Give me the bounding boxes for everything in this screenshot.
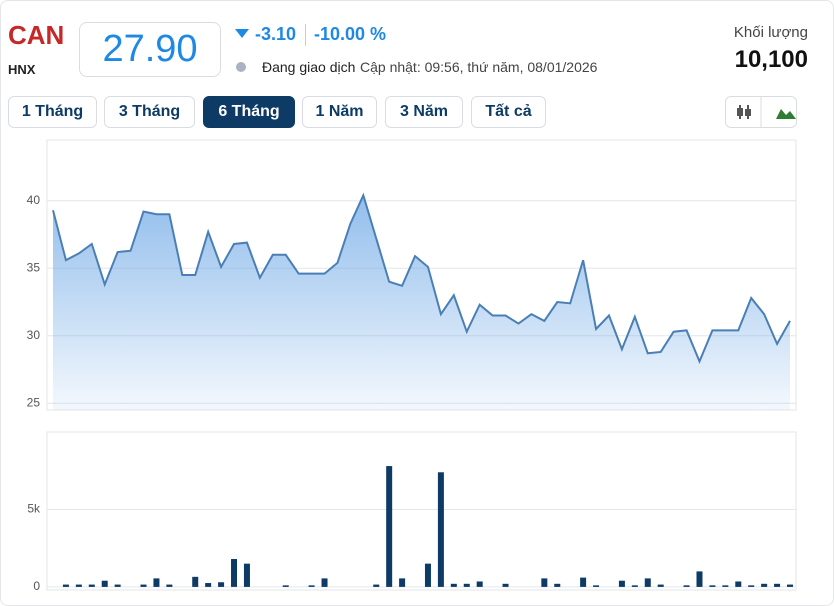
volume-bar bbox=[541, 578, 548, 587]
down-arrow bbox=[235, 29, 249, 38]
volume-bar bbox=[243, 563, 250, 587]
volume-bar bbox=[618, 580, 625, 587]
volume-bar bbox=[644, 578, 651, 587]
price-area bbox=[53, 195, 790, 410]
volume-bar bbox=[709, 585, 716, 587]
toggle-icons bbox=[737, 97, 796, 127]
volume-bar bbox=[218, 582, 225, 587]
volume-bar bbox=[450, 583, 457, 587]
range-button[interactable]: 6 Tháng bbox=[203, 96, 295, 128]
status-dot bbox=[236, 62, 246, 72]
volume-bar bbox=[140, 584, 147, 587]
volume-bar bbox=[722, 585, 729, 587]
updated: Cập nhật: 09:56, thứ năm, 08/01/2026 bbox=[360, 59, 598, 75]
volume-bar bbox=[437, 472, 444, 587]
volume-bar bbox=[554, 583, 561, 587]
change-percent: -10.00 % bbox=[314, 24, 387, 44]
volume-bar bbox=[282, 585, 289, 587]
volume-bar bbox=[735, 581, 742, 587]
divider bbox=[305, 24, 306, 46]
range-button[interactable]: Tất cả bbox=[471, 96, 546, 128]
chart-type-toggle[interactable] bbox=[725, 96, 797, 128]
plot-frame bbox=[46, 431, 797, 591]
volume-bar bbox=[101, 580, 108, 587]
status: Đang giao dịch bbox=[262, 59, 356, 75]
range-button[interactable]: 1 Tháng bbox=[8, 96, 97, 128]
volume-bar bbox=[593, 585, 600, 587]
volume-label: Khối lượng bbox=[733, 24, 808, 41]
range-button[interactable]: 3 Tháng bbox=[104, 96, 195, 128]
volume-bar bbox=[231, 559, 238, 587]
y-tick-label: 25 bbox=[27, 395, 41, 409]
change: -3.10 bbox=[255, 24, 297, 44]
volume-bar bbox=[75, 584, 82, 587]
volume-bar bbox=[580, 577, 587, 587]
volume-bar bbox=[657, 584, 664, 587]
volume-bar bbox=[476, 581, 483, 587]
volume-bar bbox=[424, 563, 431, 587]
volume-bar bbox=[192, 576, 199, 587]
volume-bar bbox=[502, 583, 509, 587]
y-tick-label: 0 bbox=[33, 579, 40, 593]
volume-bar bbox=[373, 584, 380, 587]
symbol: CAN bbox=[8, 20, 65, 50]
volume-bar bbox=[463, 583, 470, 587]
volume-bar bbox=[114, 584, 121, 587]
price: 27.90 bbox=[79, 22, 221, 77]
volume-bar bbox=[205, 583, 212, 587]
range-button[interactable]: 3 Năm bbox=[385, 96, 463, 128]
volume-bar bbox=[321, 578, 328, 587]
volume-bar bbox=[62, 584, 69, 587]
volume-bar bbox=[308, 585, 315, 587]
volume-bar bbox=[386, 466, 393, 587]
volume-bar bbox=[88, 584, 95, 587]
volume: 10,100 bbox=[734, 46, 808, 73]
volume-bar bbox=[787, 584, 793, 587]
y-tick-label: 30 bbox=[27, 328, 41, 342]
volume-bar bbox=[748, 585, 755, 587]
volume-bar bbox=[683, 585, 690, 587]
volume-bar bbox=[153, 578, 160, 587]
y-tick-label: 40 bbox=[27, 193, 41, 207]
y-tick-label: 35 bbox=[27, 260, 41, 274]
y-tick-label: 5k bbox=[27, 502, 41, 516]
price-line bbox=[52, 192, 791, 365]
volume-bar bbox=[399, 578, 406, 587]
volume-bar bbox=[761, 583, 768, 587]
volume-bar bbox=[774, 583, 781, 587]
volume-bar bbox=[696, 571, 703, 587]
volume-bar bbox=[631, 585, 638, 587]
volume-bar bbox=[166, 584, 173, 587]
range-button[interactable]: 1 Năm bbox=[302, 96, 377, 128]
exchange: HNX bbox=[8, 62, 36, 77]
